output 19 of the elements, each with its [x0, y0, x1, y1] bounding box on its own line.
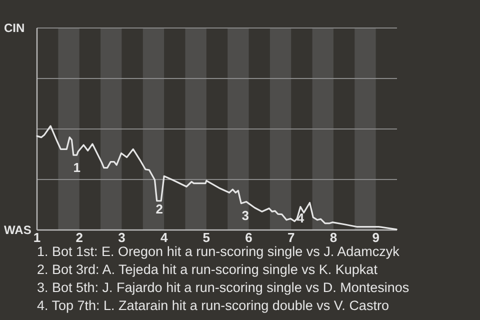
x-tick-label: 3	[118, 230, 126, 245]
x-tick-label: 4	[160, 230, 168, 245]
x-tick-label: 6	[245, 230, 252, 245]
x-tick-label: 2	[76, 230, 83, 245]
annotation: 3	[242, 208, 249, 223]
text: 2. Bot 3rd: A. Tejeda hit a run-scoring single vs K. Kupkat	[37, 262, 378, 277]
text: 1. Bot 1st: E. Oregon hit a run-scoring single vs J. Adamczyk	[37, 244, 400, 259]
x-tick-label: 7	[288, 230, 295, 245]
text: 4. Top 7th: L. Zatarain hit a run-scoring double vs V. Castro	[37, 298, 389, 313]
annotation: 4	[296, 210, 305, 226]
annotation: 2	[156, 202, 164, 217]
x-tick-label: 8	[330, 230, 338, 245]
x-tick-label: 1	[33, 230, 41, 245]
annotation: 1	[73, 160, 80, 176]
text: WAS	[4, 223, 32, 238]
x-tick-label: 9	[372, 230, 380, 245]
text: 3. Bot 5th: J. Fajardo hit a run-scoring single vs D. Montesinos	[37, 280, 410, 295]
x-tick-label: 5	[202, 230, 210, 245]
ref-line-label: CIN	[4, 21, 25, 36]
